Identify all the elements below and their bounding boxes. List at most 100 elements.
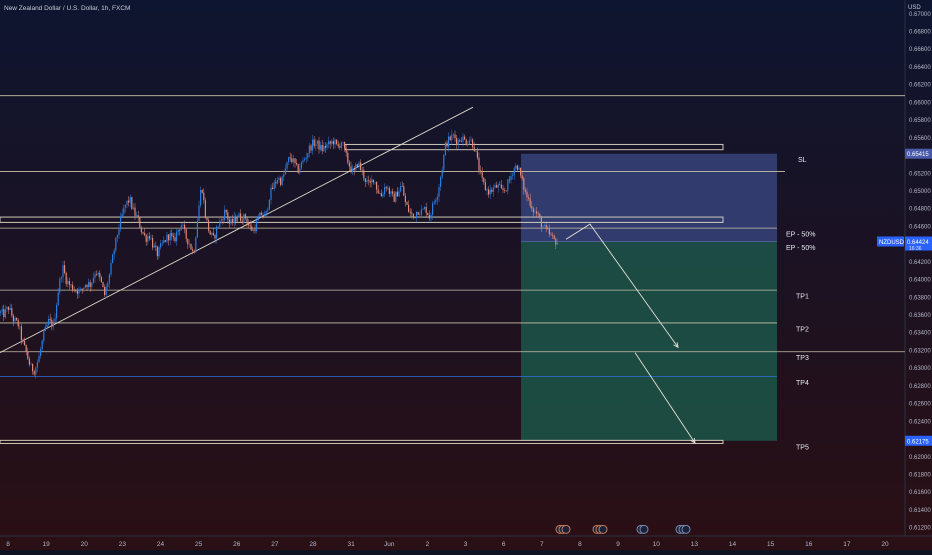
candle-body: [478, 157, 480, 171]
candle-body: [446, 142, 448, 147]
candle-body: [16, 318, 18, 321]
candle-body: [404, 195, 406, 203]
price-tick-label: 0.61800: [909, 472, 931, 478]
candle-body: [318, 140, 320, 150]
symbol-badge: [877, 236, 904, 247]
support-zone[interactable]: [0, 216, 724, 223]
candle-body: [44, 327, 46, 332]
candle-body: [296, 163, 298, 165]
candle-body: [265, 210, 267, 214]
candle-body: [257, 217, 259, 221]
candle-body: [403, 186, 405, 196]
candle-body: [302, 160, 304, 163]
annotation-tp1: TP1: [796, 294, 809, 301]
price-tick-label: 0.67000: [909, 12, 931, 18]
candle-body: [284, 168, 286, 175]
candle-body: [483, 177, 485, 183]
candle-body: [435, 200, 437, 203]
candle-body: [14, 318, 16, 322]
candle-body: [94, 274, 96, 278]
candle-body: [268, 199, 270, 210]
candle-body: [513, 168, 515, 176]
candle-body: [33, 371, 35, 375]
event-marker-icon[interactable]: [561, 524, 571, 534]
candle-body: [331, 141, 333, 144]
tp5-zone[interactable]: [0, 439, 724, 444]
candle-body: [200, 189, 202, 206]
price-tick-label: 0.63800: [909, 295, 931, 301]
arrowhead-icon: [690, 437, 696, 444]
annotation-tp2: TP2: [796, 326, 809, 333]
event-marker-icon[interactable]: [681, 524, 691, 534]
candle-body: [491, 189, 493, 192]
time-tick-label: 19: [43, 541, 51, 548]
candle-body: [532, 208, 534, 213]
candle-body: [409, 211, 411, 213]
candle-body: [540, 217, 542, 228]
candle-body: [241, 221, 243, 223]
candle-body: [420, 209, 422, 215]
price-badge: [905, 236, 932, 251]
candle-body: [72, 284, 74, 291]
candle-body: [412, 213, 414, 217]
candle-body: [278, 178, 280, 181]
candle-body: [449, 136, 451, 141]
candle-body: [372, 179, 374, 182]
candle-body: [240, 213, 242, 222]
candle-body: [334, 139, 336, 145]
candle-body: [336, 139, 338, 144]
candle-body: [113, 250, 115, 255]
candle-body: [62, 265, 64, 278]
trendline[interactable]: [0, 106, 474, 354]
price-tick-label: 0.65200: [909, 171, 931, 177]
projection-arrow-2[interactable]: [634, 352, 696, 444]
candle-body: [348, 162, 350, 167]
price-badge-label: 0.62175: [907, 439, 929, 445]
candle-body: [464, 136, 466, 140]
time-tick-label: 25: [195, 541, 203, 548]
candle-body: [12, 315, 14, 322]
candle-body: [49, 318, 51, 321]
take-profit-zone[interactable]: [521, 241, 777, 441]
candle-body: [212, 232, 214, 236]
candle-body: [414, 216, 416, 218]
candle-body: [273, 182, 275, 189]
projection-arrow-1[interactable]: [565, 223, 679, 348]
candle-body: [112, 254, 114, 264]
candle-body: [358, 162, 360, 167]
candle-body: [148, 236, 150, 239]
candle-body: [547, 227, 549, 230]
candle-body: [91, 282, 93, 287]
candle-body: [65, 272, 67, 284]
candle-body: [97, 272, 99, 275]
candle-body: [259, 212, 261, 218]
candle-body: [30, 364, 32, 365]
candle-body: [206, 217, 208, 221]
time-tick-label: 23: [119, 541, 127, 548]
candle-body: [209, 230, 211, 235]
candle-body: [129, 197, 131, 203]
price-tick-label: 0.63000: [909, 366, 931, 372]
candle-body: [376, 181, 378, 190]
arrowhead-icon: [673, 342, 679, 349]
chart-title: New Zealand Dollar / U.S. Dollar, 1h, FX…: [4, 5, 130, 12]
candle-body: [481, 171, 483, 178]
event-marker-icon[interactable]: [639, 524, 649, 534]
candle-body: [193, 250, 195, 253]
candle-body: [508, 179, 510, 181]
candle-body: [4, 309, 6, 318]
time-tick-label: 26: [233, 541, 241, 548]
candle-body: [204, 200, 206, 218]
time-tick-label: 7: [540, 541, 544, 548]
candle-body: [171, 233, 173, 237]
candle-body: [368, 180, 370, 181]
stop-loss-zone[interactable]: [521, 153, 777, 242]
event-marker-icon[interactable]: [598, 524, 608, 534]
candle-body: [219, 220, 221, 227]
candle-body: [475, 150, 477, 152]
candle-body: [328, 141, 330, 145]
price-tick-label: 0.64600: [909, 224, 931, 230]
candle-body: [556, 242, 558, 245]
